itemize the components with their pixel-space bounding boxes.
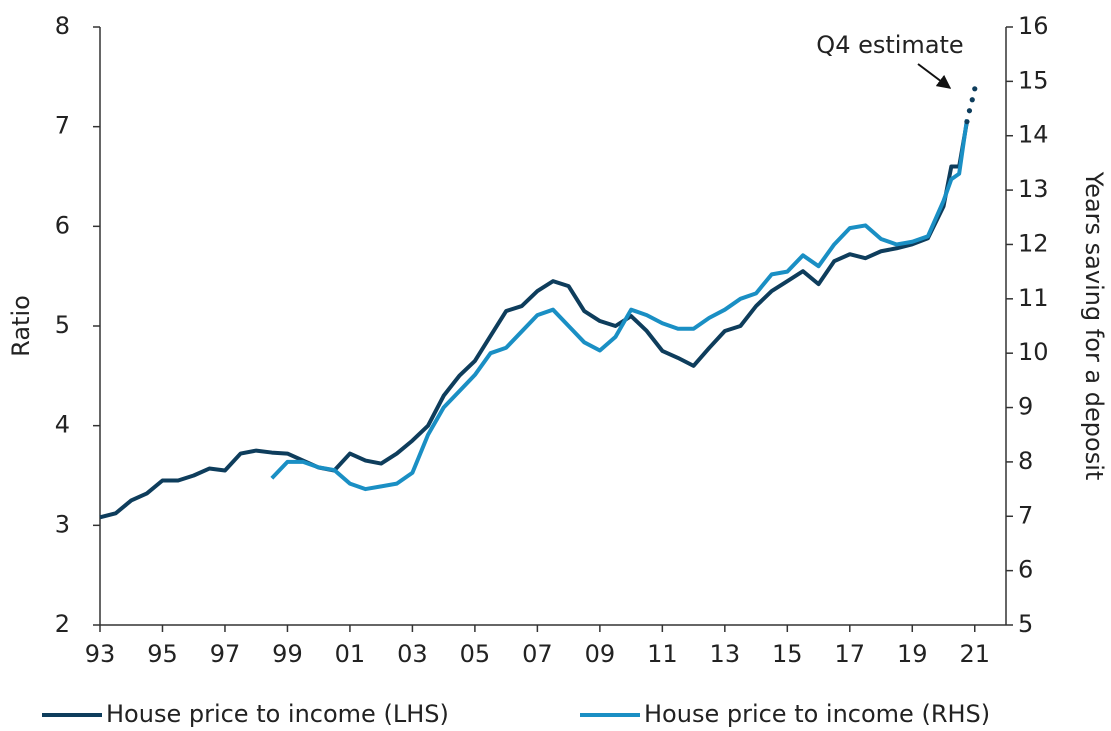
estimate-dot — [969, 97, 975, 103]
estimate-dot — [964, 119, 970, 125]
y2-tick-label: 10 — [1018, 338, 1049, 366]
estimate-dot — [972, 86, 978, 92]
y-axis-label: Ratio — [7, 295, 35, 357]
legend-label: House price to income (LHS) — [106, 700, 449, 728]
y2-tick-label: 9 — [1018, 393, 1033, 421]
x-tick-label: 19 — [897, 640, 928, 668]
series-line — [270, 119, 969, 492]
estimate-dot — [966, 108, 973, 114]
x-tick-label: 21 — [959, 640, 990, 668]
x-tick-label: 05 — [460, 640, 491, 668]
x-tick-label: 09 — [585, 640, 616, 668]
x-tick-label: 13 — [710, 640, 741, 668]
y2-tick-label: 16 — [1018, 12, 1049, 40]
y-tick-label: 4 — [55, 411, 70, 439]
x-tick-label: 15 — [772, 640, 803, 668]
y-tick-label: 5 — [55, 311, 70, 339]
x-tick-label: 99 — [272, 640, 303, 668]
y-tick-label: 6 — [55, 211, 70, 239]
x-tick-label: 17 — [835, 640, 866, 668]
x-tick-label: 95 — [147, 640, 178, 668]
x-tick-label: 03 — [397, 640, 428, 668]
annotation-arrow — [917, 63, 952, 89]
series-line — [99, 121, 969, 520]
y2-tick-label: 5 — [1018, 610, 1033, 638]
y2-axis-label: Years saving for a deposit — [1080, 171, 1108, 481]
annotation-text: Q4 estimate — [816, 31, 963, 59]
x-tick-label: 93 — [85, 640, 116, 668]
x-tick-label: 01 — [335, 640, 366, 668]
y2-tick-label: 13 — [1018, 175, 1049, 203]
y-tick-label: 7 — [55, 112, 70, 140]
y-tick-label: 8 — [55, 12, 70, 40]
x-tick-label: 11 — [647, 640, 678, 668]
y2-tick-label: 8 — [1018, 447, 1033, 475]
y2-tick-label: 11 — [1018, 284, 1049, 312]
y2-tick-label: 6 — [1018, 556, 1033, 584]
x-tick-label: 07 — [522, 640, 553, 668]
y-tick-label: 2 — [55, 610, 70, 638]
y2-tick-label: 15 — [1018, 66, 1049, 94]
y2-tick-label: 12 — [1018, 229, 1049, 257]
y2-tick-label: 14 — [1018, 121, 1049, 149]
y-tick-label: 3 — [55, 510, 70, 538]
x-tick-label: 97 — [210, 640, 241, 668]
legend-label: House price to income (RHS) — [644, 700, 990, 728]
y2-tick-label: 7 — [1018, 501, 1033, 529]
